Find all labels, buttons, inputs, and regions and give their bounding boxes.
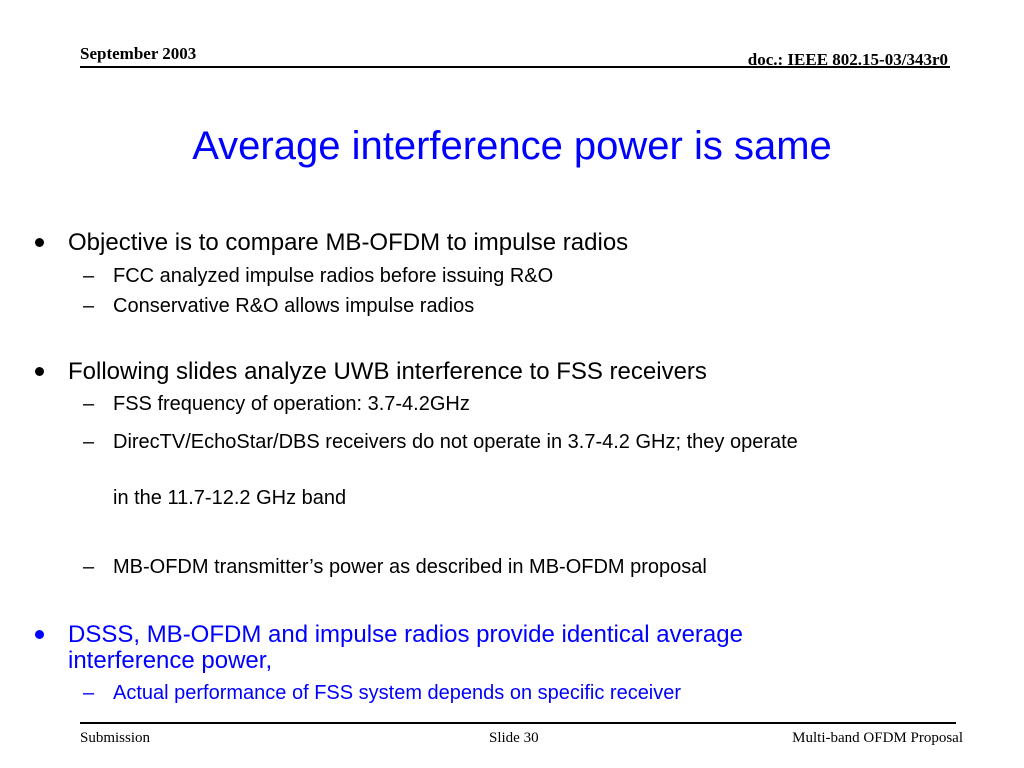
bullet-1-sub-2: Conservative R&O allows impulse radios: [113, 295, 475, 317]
dash-icon: –: [83, 682, 95, 704]
dash-icon: –: [83, 556, 95, 578]
header-date: September 2003: [80, 44, 197, 63]
footer-submission: Submission: [80, 730, 151, 746]
bullet-2-text: Following slides analyze UWB interferenc…: [68, 358, 707, 385]
bullet-3-sub-1: Actual performance of FSS system depends…: [113, 682, 682, 704]
header-divider: [80, 66, 950, 68]
footer-slide-number: Slide 30: [489, 730, 539, 746]
bullet-icon: [35, 238, 44, 247]
bullet-2-sub-1: FSS frequency of operation: 3.7-4.2GHz: [113, 393, 470, 415]
dash-icon: –: [83, 295, 95, 317]
dash-icon: –: [83, 431, 95, 453]
bullet-2-sub-3: MB-OFDM transmitter’s power as described…: [113, 556, 707, 578]
bullet-icon: [35, 630, 44, 639]
dash-icon: –: [83, 265, 95, 287]
bullet-3-text-line-2: interference power,: [68, 647, 273, 674]
bullet-1-text: Objective is to compare MB-OFDM to impul…: [68, 229, 629, 256]
bullet-icon: [35, 367, 44, 376]
bullet-2-sub-2-continued: in the 11.7-12.2 GHz band: [113, 487, 347, 509]
bullet-1-sub-1: FCC analyzed impulse radios before issui…: [113, 265, 554, 287]
bullet-3-text-line-1: DSSS, MB-OFDM and impulse radios provide…: [68, 621, 743, 648]
footer-proposal: Multi-band OFDM Proposal: [792, 730, 963, 746]
bullet-2-sub-2: DirecTV/EchoStar/DBS receivers do not op…: [113, 431, 798, 453]
dash-icon: –: [83, 393, 95, 415]
footer-divider: [80, 722, 956, 724]
header-doc-id: doc.: IEEE 802.15-03/343r0: [747, 50, 948, 69]
slide-title: Average interference power is same: [192, 124, 832, 168]
